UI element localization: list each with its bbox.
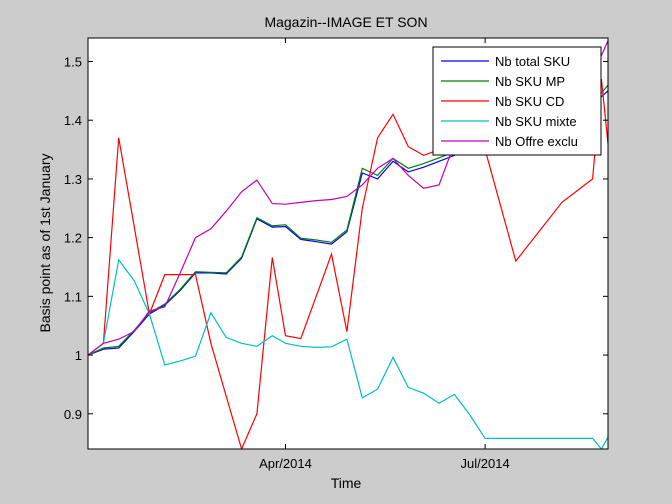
legend-label: Nb SKU MP xyxy=(495,74,565,89)
x-tick-label: Apr/2014 xyxy=(259,456,312,471)
legend-label: Nb Offre exclu xyxy=(495,134,578,149)
y-axis-label: Basis point as of 1st January xyxy=(37,154,53,333)
y-tick-label: 1.2 xyxy=(64,231,82,246)
legend-label: Nb total SKU xyxy=(495,54,570,69)
y-tick-label: 1.4 xyxy=(64,113,82,128)
plot-frame xyxy=(87,37,609,450)
legend: Nb total SKU Nb SKU MP Nb SKU CD Nb SKU mix… xyxy=(432,46,602,156)
x-axis-label: Time xyxy=(331,475,362,491)
y-tick-label: 1.5 xyxy=(64,54,82,69)
y-axis: 0.9 1 1.1 1.2 1.3 1.4 1.5 xyxy=(64,54,608,422)
y-tick-label: 1.1 xyxy=(64,289,82,304)
y-tick-label: 1 xyxy=(75,348,82,363)
x-axis: Apr/2014 Jul/2014 xyxy=(259,38,510,471)
y-tick-label: 0.9 xyxy=(64,407,82,422)
y-tick-label: 1.3 xyxy=(64,172,82,187)
x-tick-label: Jul/2014 xyxy=(461,456,510,471)
legend-label: Nb SKU mixte xyxy=(495,114,577,129)
legend-label: Nb SKU CD xyxy=(495,94,564,109)
series-line-nb-sku-mixte xyxy=(88,258,608,449)
chart-title: Magazin--IMAGE ET SON xyxy=(264,14,427,30)
